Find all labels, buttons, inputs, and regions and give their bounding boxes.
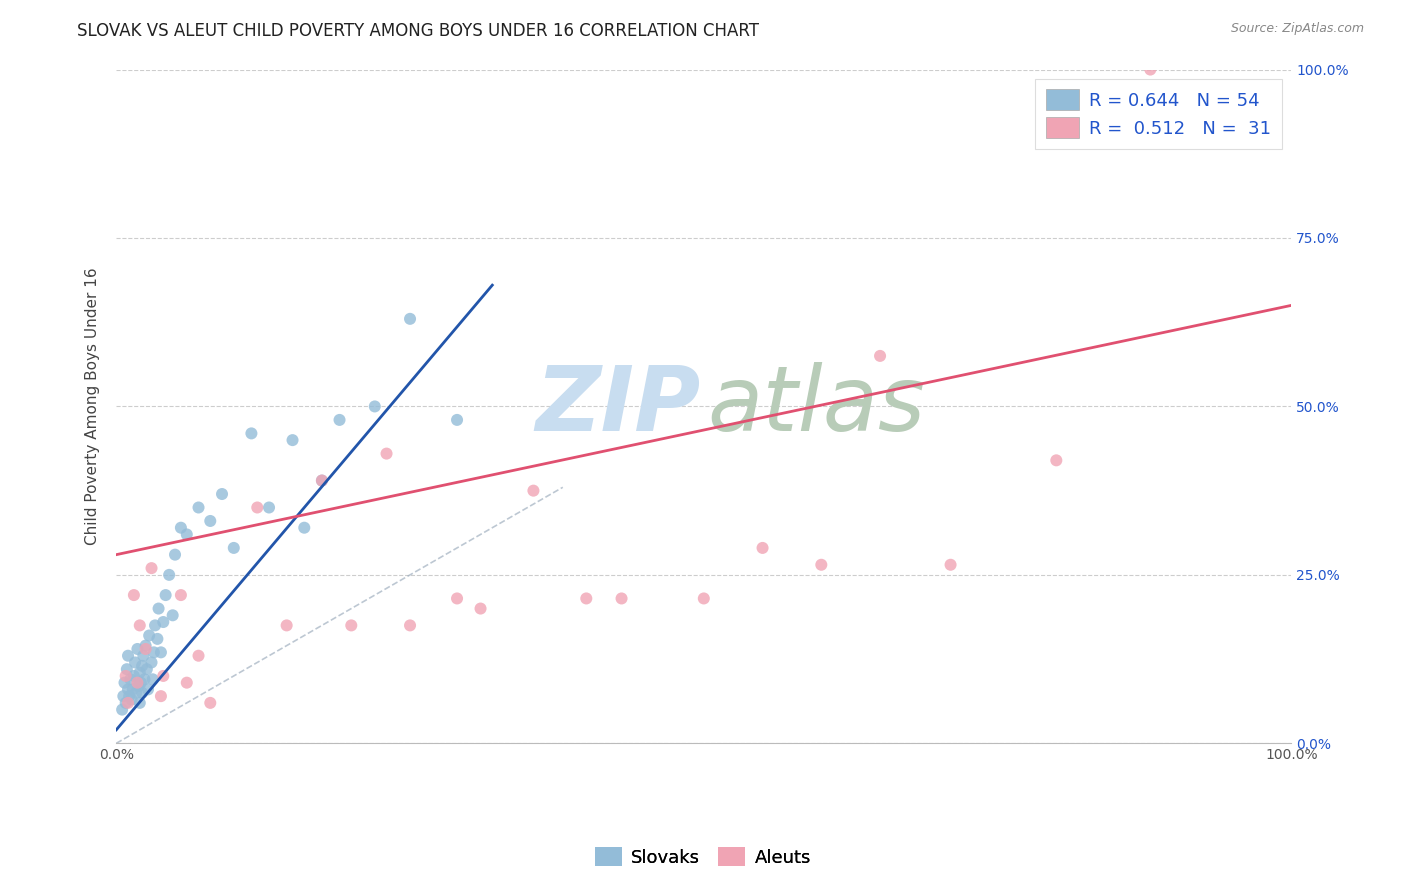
Point — [122, 588, 145, 602]
Y-axis label: Child Poverty Among Boys Under 16: Child Poverty Among Boys Under 16 — [86, 268, 100, 545]
Point — [149, 689, 172, 703]
Point — [115, 662, 138, 676]
Point — [142, 673, 165, 687]
Point — [810, 558, 832, 572]
Point — [128, 679, 150, 693]
Point — [200, 696, 222, 710]
Point — [131, 658, 153, 673]
Point — [127, 642, 149, 657]
Point — [127, 675, 149, 690]
Text: SLOVAK VS ALEUT CHILD POVERTY AMONG BOYS UNDER 16 CORRELATION CHART: SLOVAK VS ALEUT CHILD POVERTY AMONG BOYS… — [77, 22, 759, 40]
Point — [200, 514, 222, 528]
Point — [135, 642, 157, 657]
Point — [146, 632, 169, 646]
Point — [939, 558, 962, 572]
Point — [128, 665, 150, 680]
Text: ZIP: ZIP — [536, 362, 700, 450]
Point — [522, 483, 544, 498]
Point — [157, 567, 180, 582]
Point — [114, 675, 136, 690]
Point — [118, 689, 141, 703]
Point — [246, 500, 269, 515]
Point — [375, 447, 398, 461]
Point — [117, 682, 139, 697]
Point — [575, 591, 598, 606]
Point — [117, 696, 139, 710]
Point — [141, 561, 163, 575]
Point — [122, 669, 145, 683]
Point — [1045, 453, 1067, 467]
Point — [170, 521, 193, 535]
Point — [114, 669, 136, 683]
Point — [340, 618, 363, 632]
Point — [125, 686, 148, 700]
Point — [117, 648, 139, 663]
Point — [135, 639, 157, 653]
Point — [751, 541, 773, 555]
Text: Source: ZipAtlas.com: Source: ZipAtlas.com — [1230, 22, 1364, 36]
Point — [121, 682, 143, 697]
Point — [111, 703, 134, 717]
Point — [128, 618, 150, 632]
Point — [187, 648, 209, 663]
Point — [176, 675, 198, 690]
Point — [136, 682, 159, 697]
Legend: Slovaks, Aleuts: Slovaks, Aleuts — [588, 840, 818, 874]
Point — [162, 608, 184, 623]
Point — [869, 349, 891, 363]
Point — [138, 628, 160, 642]
Point — [149, 645, 172, 659]
Point — [121, 692, 143, 706]
Point — [129, 675, 152, 690]
Point — [142, 645, 165, 659]
Point — [143, 618, 166, 632]
Point — [257, 500, 280, 515]
Point — [124, 656, 146, 670]
Point — [693, 591, 716, 606]
Point — [364, 400, 387, 414]
Point — [141, 656, 163, 670]
Point — [114, 696, 136, 710]
Point — [222, 541, 245, 555]
Point — [152, 669, 174, 683]
Point — [120, 673, 142, 687]
Point — [399, 311, 422, 326]
Point — [163, 548, 186, 562]
Point — [112, 689, 135, 703]
Point — [176, 527, 198, 541]
Point — [281, 433, 304, 447]
Point — [470, 601, 492, 615]
Point — [446, 591, 468, 606]
Point — [311, 474, 333, 488]
Point — [128, 696, 150, 710]
Point — [292, 521, 315, 535]
Point — [134, 673, 156, 687]
Point — [131, 686, 153, 700]
Point — [132, 648, 155, 663]
Point — [135, 662, 157, 676]
Point — [328, 413, 350, 427]
Point — [211, 487, 233, 501]
Point — [1139, 62, 1161, 77]
Point — [152, 615, 174, 629]
Point — [187, 500, 209, 515]
Point — [610, 591, 633, 606]
Point — [240, 426, 263, 441]
Point — [446, 413, 468, 427]
Text: atlas: atlas — [707, 362, 925, 450]
Legend: R = 0.644   N = 54, R =  0.512   N =  31: R = 0.644 N = 54, R = 0.512 N = 31 — [1035, 78, 1282, 149]
Point — [148, 601, 170, 615]
Point — [170, 588, 193, 602]
Point — [276, 618, 298, 632]
Point — [311, 474, 333, 488]
Point — [155, 588, 177, 602]
Point — [399, 618, 422, 632]
